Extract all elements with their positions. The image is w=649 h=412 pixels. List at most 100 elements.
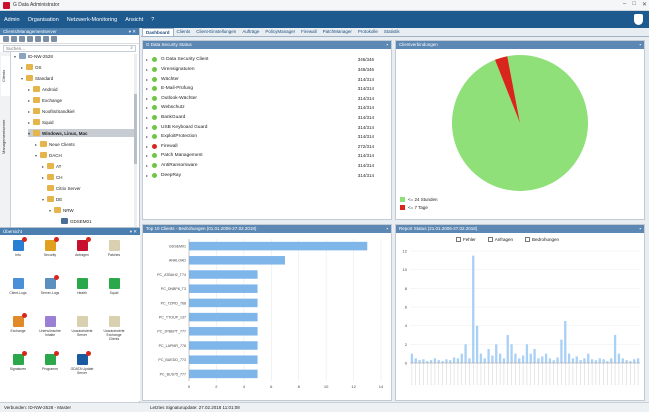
bar[interactable] <box>491 355 494 363</box>
tree-toggle-icon[interactable]: ▾ <box>21 75 24 81</box>
bar[interactable] <box>487 349 490 363</box>
tree-node[interactable]: ▾ DACH <box>35 151 62 159</box>
security-status-row[interactable]: ▸ Wächter 314/314 <box>146 74 378 84</box>
tree-toggle-icon[interactable]: ▸ <box>28 108 31 114</box>
tree-node[interactable]: ▾ DE <box>42 195 62 203</box>
bar[interactable] <box>510 344 513 363</box>
menu-organisation[interactable]: Organisation <box>27 16 59 23</box>
bar[interactable] <box>590 359 594 363</box>
overview-tile[interactable]: Signaturen <box>6 351 30 388</box>
delete-icon[interactable] <box>19 36 25 42</box>
bar[interactable] <box>189 298 258 308</box>
security-status-row[interactable]: ▸ Patch Management 314/314 <box>146 151 378 161</box>
overview-tile[interactable]: Unerwünschte Inhalte <box>38 316 62 350</box>
tree-toggle-icon[interactable]: ▾ <box>42 196 45 202</box>
tree-node[interactable]: ▾ Windows, Linux, Mac <box>28 129 137 137</box>
bar[interactable] <box>441 361 444 363</box>
bar[interactable] <box>410 353 414 363</box>
bar[interactable] <box>629 361 632 363</box>
bar[interactable] <box>575 356 578 363</box>
bar[interactable] <box>475 325 479 363</box>
bar[interactable] <box>460 353 463 363</box>
import-icon[interactable] <box>35 36 41 42</box>
overview-tile[interactable]: Unautorisierte Exchange Clients <box>102 316 126 350</box>
expand-icon[interactable]: ▸ <box>146 134 149 140</box>
bar[interactable] <box>472 255 475 363</box>
filter-icon[interactable] <box>43 36 49 42</box>
tab-auftr-ge[interactable]: Aufträge <box>242 29 260 34</box>
tree-node[interactable]: ▾ NRW <box>49 206 74 214</box>
security-status-row[interactable]: ▸ Firewall 272/314 <box>146 141 378 151</box>
bar[interactable] <box>633 359 636 363</box>
bar[interactable] <box>521 355 525 363</box>
bar[interactable] <box>617 353 621 363</box>
tree-toggle-icon[interactable]: ▾ <box>28 130 31 136</box>
security-status-row[interactable]: ▸ DeepRay 314/314 <box>146 170 378 180</box>
menu-view[interactable]: Ansicht <box>125 16 144 23</box>
overview-tile[interactable]: Programm <box>38 351 62 388</box>
bar[interactable] <box>495 344 498 363</box>
security-status-row[interactable]: ▸ BankGuard 314/314 <box>146 113 378 123</box>
tree-toggle-icon[interactable]: ▸ <box>21 64 24 70</box>
tree-toggle-icon[interactable]: ▾ <box>14 53 17 59</box>
expand-icon[interactable]: ▸ <box>146 172 149 178</box>
expand-icon[interactable]: ▸ <box>146 143 149 149</box>
tree-node[interactable]: ▸ Squid <box>28 118 54 126</box>
bar[interactable] <box>483 358 486 363</box>
panel-menu-icon[interactable]: ▪ <box>639 226 641 231</box>
overview-tile[interactable]: Health <box>70 278 94 312</box>
bar[interactable] <box>613 335 617 363</box>
bar[interactable] <box>479 353 483 363</box>
expand-icon[interactable]: ▸ <box>146 124 149 130</box>
bar[interactable] <box>189 312 258 322</box>
bar[interactable] <box>541 356 544 363</box>
tab-client-einstellungen[interactable]: Client-Einstellungen <box>196 29 237 34</box>
tree-node[interactable]: ▸ AT <box>42 162 61 170</box>
bar[interactable] <box>564 321 567 363</box>
bar[interactable] <box>506 335 509 363</box>
security-status-row[interactable]: ▸ Webschutz 314/314 <box>146 103 378 113</box>
expand-icon[interactable]: ▸ <box>146 95 149 101</box>
tree-toggle-icon[interactable]: ▸ <box>42 163 45 169</box>
bar[interactable] <box>452 357 456 363</box>
filter-threats-checkbox[interactable] <box>525 237 531 242</box>
filter-errors-checkbox[interactable] <box>456 237 461 242</box>
bar[interactable] <box>598 358 601 363</box>
bar[interactable] <box>552 360 555 363</box>
side-tab-clients[interactable]: Clients <box>1 56 10 96</box>
expand-icon[interactable]: ▸ <box>146 66 149 72</box>
bar[interactable] <box>529 353 532 363</box>
tree-node[interactable]: ▸ CH <box>42 173 63 181</box>
bar[interactable] <box>514 353 517 363</box>
menu-admin[interactable]: Admin <box>4 16 20 23</box>
scrollbar-thumb[interactable] <box>134 94 137 164</box>
bar[interactable] <box>189 355 258 364</box>
bar[interactable] <box>189 270 258 279</box>
tab-statistik[interactable]: Statistik <box>383 29 400 34</box>
tab-firewall[interactable]: Firewall <box>301 29 317 34</box>
expand-icon[interactable]: ▸ <box>146 105 149 111</box>
tree-scrollbar[interactable] <box>134 54 137 254</box>
bar[interactable] <box>445 359 448 363</box>
tab-clients[interactable]: Clients <box>176 29 191 34</box>
add-group-icon[interactable] <box>11 36 17 42</box>
expand-icon[interactable]: ▸ <box>146 57 149 63</box>
bar[interactable] <box>422 359 425 363</box>
clients-search-input[interactable]: Suchen... ⌕ <box>3 45 136 52</box>
minimize-icon[interactable]: – <box>623 1 627 7</box>
bar[interactable] <box>468 358 471 363</box>
bar[interactable] <box>556 357 559 363</box>
bar[interactable] <box>414 358 417 363</box>
security-status-row[interactable]: ▸ AntiRansomware 314/314 <box>146 161 378 171</box>
filter-requests[interactable]: Anfragen <box>487 237 513 242</box>
bar[interactable] <box>606 361 609 363</box>
tree-node[interactable]: ▸ Neue Clients <box>35 140 75 148</box>
overview-tile[interactable]: Anfragen <box>70 237 94 274</box>
pin-icon[interactable]: ▾ ✕ <box>128 29 136 34</box>
bar[interactable] <box>418 360 421 363</box>
tab-patchmanager[interactable]: PatchManager <box>322 29 352 34</box>
bar[interactable] <box>189 327 258 336</box>
tree-node[interactable]: GDSEM01 <box>56 217 92 225</box>
settings-icon[interactable] <box>51 36 57 42</box>
bar[interactable] <box>567 353 571 363</box>
